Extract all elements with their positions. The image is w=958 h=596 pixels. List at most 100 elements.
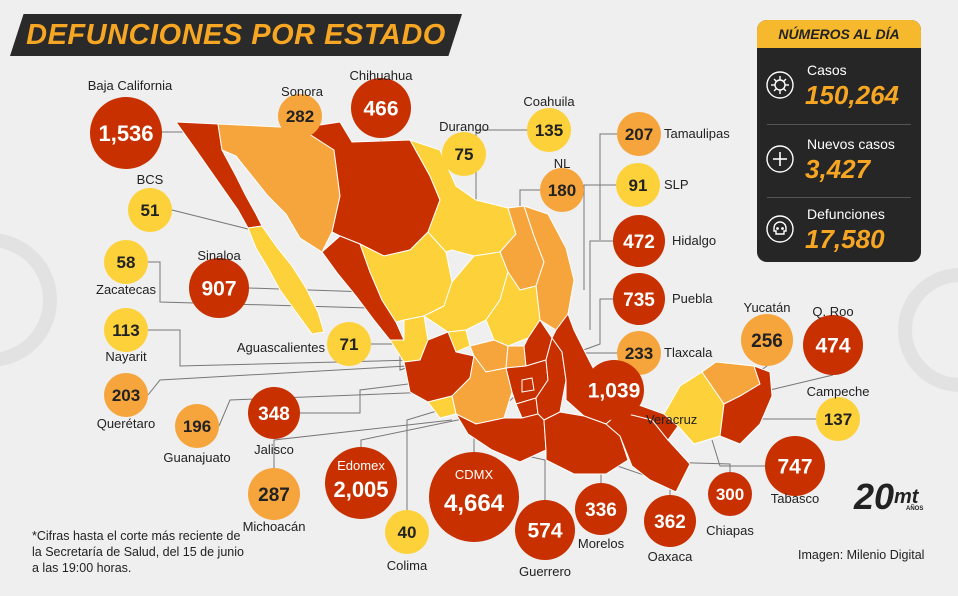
bubble-circle: [429, 452, 519, 542]
bubble-circle: [803, 315, 863, 375]
state-name: CDMX: [455, 467, 494, 482]
bubble-circle: [741, 314, 793, 366]
background-virus-icon: [0, 233, 958, 392]
virus-icon: [766, 71, 794, 99]
state-name: Veracruz: [646, 412, 697, 427]
bubble-circle: [248, 387, 300, 439]
state-bubble-baja-california: 1,536 Baja California: [88, 78, 173, 169]
stat-label: Nuevos casos: [807, 136, 895, 152]
bubble-circle: [90, 97, 162, 169]
bubble-circle: [278, 94, 322, 138]
bubble-circle: [613, 273, 665, 325]
state-value: 1,536: [98, 121, 153, 146]
state-name: NL: [554, 156, 571, 171]
state-bubble-q-roo: 474 Q. Roo: [803, 304, 863, 375]
state-value: 137: [824, 410, 852, 429]
state-name: Sinaloa: [197, 248, 241, 263]
summary-header: NÚMEROS AL DÍA: [757, 20, 921, 48]
leader-line-bcs: [171, 209, 253, 231]
state-name: Puebla: [672, 291, 713, 306]
state-region-oaxaca: [543, 411, 629, 475]
state-region-bcs: [247, 225, 325, 335]
bubble-circle: [175, 404, 219, 448]
state-name: Edomex: [337, 458, 385, 473]
state-value: 574: [527, 520, 562, 543]
bubble-circle: [325, 447, 397, 519]
state-value: 58: [117, 253, 136, 272]
stat-value: 17,580: [805, 224, 885, 254]
state-region-quer-taro: [505, 345, 527, 369]
bubble-circle: [540, 168, 584, 212]
leader-line-jalisco: [300, 379, 441, 414]
bubble-circle: [104, 373, 148, 417]
state-value: 71: [340, 335, 359, 354]
state-bubble-yucat-n: 256 Yucatán: [741, 300, 793, 366]
state-bubbles: 1,536 Baja California 282 Sonora 466 Chihuahu…: [88, 68, 870, 579]
bubble-circle: [644, 495, 696, 547]
state-value: 282: [286, 107, 314, 126]
state-name: Tlaxcala: [664, 345, 713, 360]
leader-line-tamaulipas: [599, 133, 617, 240]
state-name: Hidalgo: [672, 233, 716, 248]
state-bubble-nl: 180 NL: [540, 156, 584, 212]
state-bubble-chiapas: 300 Chiapas: [706, 472, 754, 538]
stat-label: Defunciones: [807, 206, 885, 222]
stat-label: Casos: [807, 62, 847, 78]
state-name: SLP: [664, 177, 689, 192]
state-value: 362: [654, 512, 686, 533]
state-value: 2,005: [333, 477, 388, 502]
bubble-circle: [327, 322, 371, 366]
state-value: 113: [112, 321, 139, 340]
state-region-q-roo: [719, 365, 773, 445]
state-name: Chihuahua: [350, 68, 414, 83]
state-name: Nayarit: [105, 349, 147, 364]
state-name: Tabasco: [771, 491, 819, 506]
state-value: 348: [258, 404, 290, 425]
state-value: 91: [629, 176, 648, 195]
state-region-sinaloa: [321, 235, 405, 341]
state-bubble-puebla: 735 Puebla: [613, 273, 713, 325]
stat-new-cases: Nuevos casos 3,427: [757, 130, 921, 198]
state-bubble-oaxaca: 362 Oaxaca: [644, 495, 696, 564]
state-bubble-veracruz: 1,039 Veracruz: [584, 360, 697, 427]
state-bubble-michoac-n: 287 Michoacán: [243, 468, 305, 534]
bubble-circle: [248, 468, 300, 520]
state-bubble-morelos: 336 Morelos: [575, 483, 627, 551]
state-name: Durango: [439, 119, 489, 134]
state-name: Chiapas: [706, 523, 754, 538]
stat-cases: Casos 150,264: [757, 56, 921, 124]
state-bubble-hidalgo: 472 Hidalgo: [613, 215, 716, 267]
state-value: 747: [777, 456, 812, 479]
state-name: Morelos: [578, 536, 625, 551]
state-regions: [174, 121, 773, 493]
stat-value: 3,427: [805, 154, 871, 184]
stat-value: 150,264: [805, 80, 899, 110]
milenio-logo: 20 mt AÑOS: [854, 476, 926, 520]
state-name: Q. Roo: [812, 304, 853, 319]
state-bubble-coahuila: 135 Coahuila: [523, 94, 575, 152]
state-name: Tamaulipas: [664, 126, 730, 141]
bubble-circle: [613, 215, 665, 267]
state-value: 51: [141, 201, 160, 220]
state-name: Baja California: [88, 78, 173, 93]
state-value: 472: [623, 232, 655, 253]
state-value: 474: [815, 335, 850, 358]
bubble-circle: [584, 360, 644, 420]
leader-line-tabasco: [711, 439, 765, 467]
plus-icon: [766, 145, 794, 173]
logo-number: 20: [854, 476, 895, 517]
state-value: 135: [535, 121, 563, 140]
state-bubble-sonora: 282 Sonora: [278, 84, 324, 138]
state-name: Querétaro: [97, 416, 156, 431]
state-value: 196: [183, 417, 211, 436]
state-name: Sonora: [281, 84, 324, 99]
state-bubble-colima: 40 Colima: [385, 510, 429, 573]
leader-line-quer-taro: [147, 359, 515, 396]
state-bubble-aguascalientes: 71 Aguascalientes: [237, 322, 371, 366]
state-value: 233: [625, 344, 653, 363]
state-value: 287: [258, 485, 290, 506]
state-bubble-guerrero: 574 Guerrero: [515, 500, 575, 579]
state-value: 207: [625, 125, 653, 144]
bubble-circle: [385, 510, 429, 554]
